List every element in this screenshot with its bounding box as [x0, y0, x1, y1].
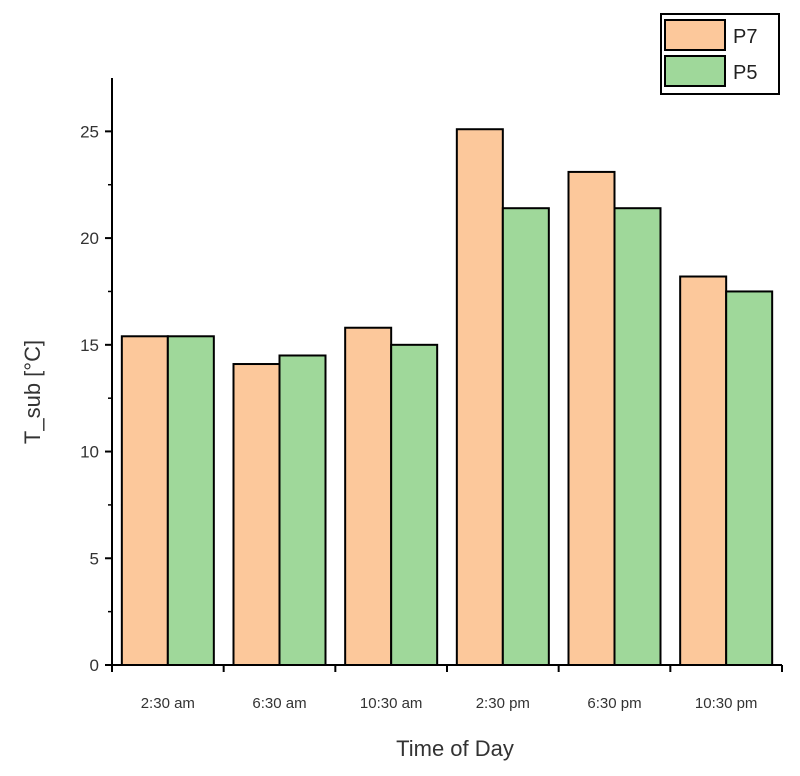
y-tick-label: 5 [90, 549, 99, 568]
x-tick-label: 6:30 am [252, 695, 306, 712]
legend-label-p7: P7 [733, 26, 757, 48]
x-tick-label: 2:30 am [141, 695, 195, 712]
y-tick-label: 0 [90, 656, 99, 675]
legend-label-p5: P5 [733, 62, 757, 84]
legend: P7 P5 [660, 13, 780, 95]
ticks-group: 2:30 am 6:30 am 10:30 am 2:30 pm 6:30 pm 10:3… [80, 122, 783, 712]
x-tick-label: 10:30 pm [695, 695, 758, 712]
bar-p7-630pm [567, 170, 616, 666]
y-tick-label: 25 [80, 122, 99, 141]
y-tick-label: 20 [80, 229, 99, 248]
y-axis-label: T_sub [°C] [20, 340, 45, 444]
y-tick-label: 15 [80, 336, 99, 355]
bar-p5-630am [278, 354, 327, 666]
x-axis-label: Time of Day [396, 736, 514, 761]
bar-p5-1030am [390, 343, 439, 666]
legend-swatch-p5 [664, 55, 726, 87]
bar-p7-630am [232, 363, 281, 666]
bar-p5-630pm [613, 207, 662, 666]
bar-p5-230am [166, 335, 215, 666]
bar-p7-1030pm [679, 275, 728, 666]
x-tick-label: 2:30 pm [476, 695, 530, 712]
bars-group [120, 128, 774, 667]
bar-p7-1030am [344, 326, 393, 666]
legend-swatch-p7 [664, 19, 726, 51]
bar-p5-230pm [501, 207, 550, 666]
bar-p7-230am [120, 335, 169, 666]
bar-p5-1030pm [725, 290, 774, 666]
bar-p7-230pm [455, 128, 504, 667]
x-tick-label: 10:30 am [360, 695, 423, 712]
x-tick-label: 6:30 pm [587, 695, 641, 712]
y-tick-label: 10 [80, 443, 99, 462]
